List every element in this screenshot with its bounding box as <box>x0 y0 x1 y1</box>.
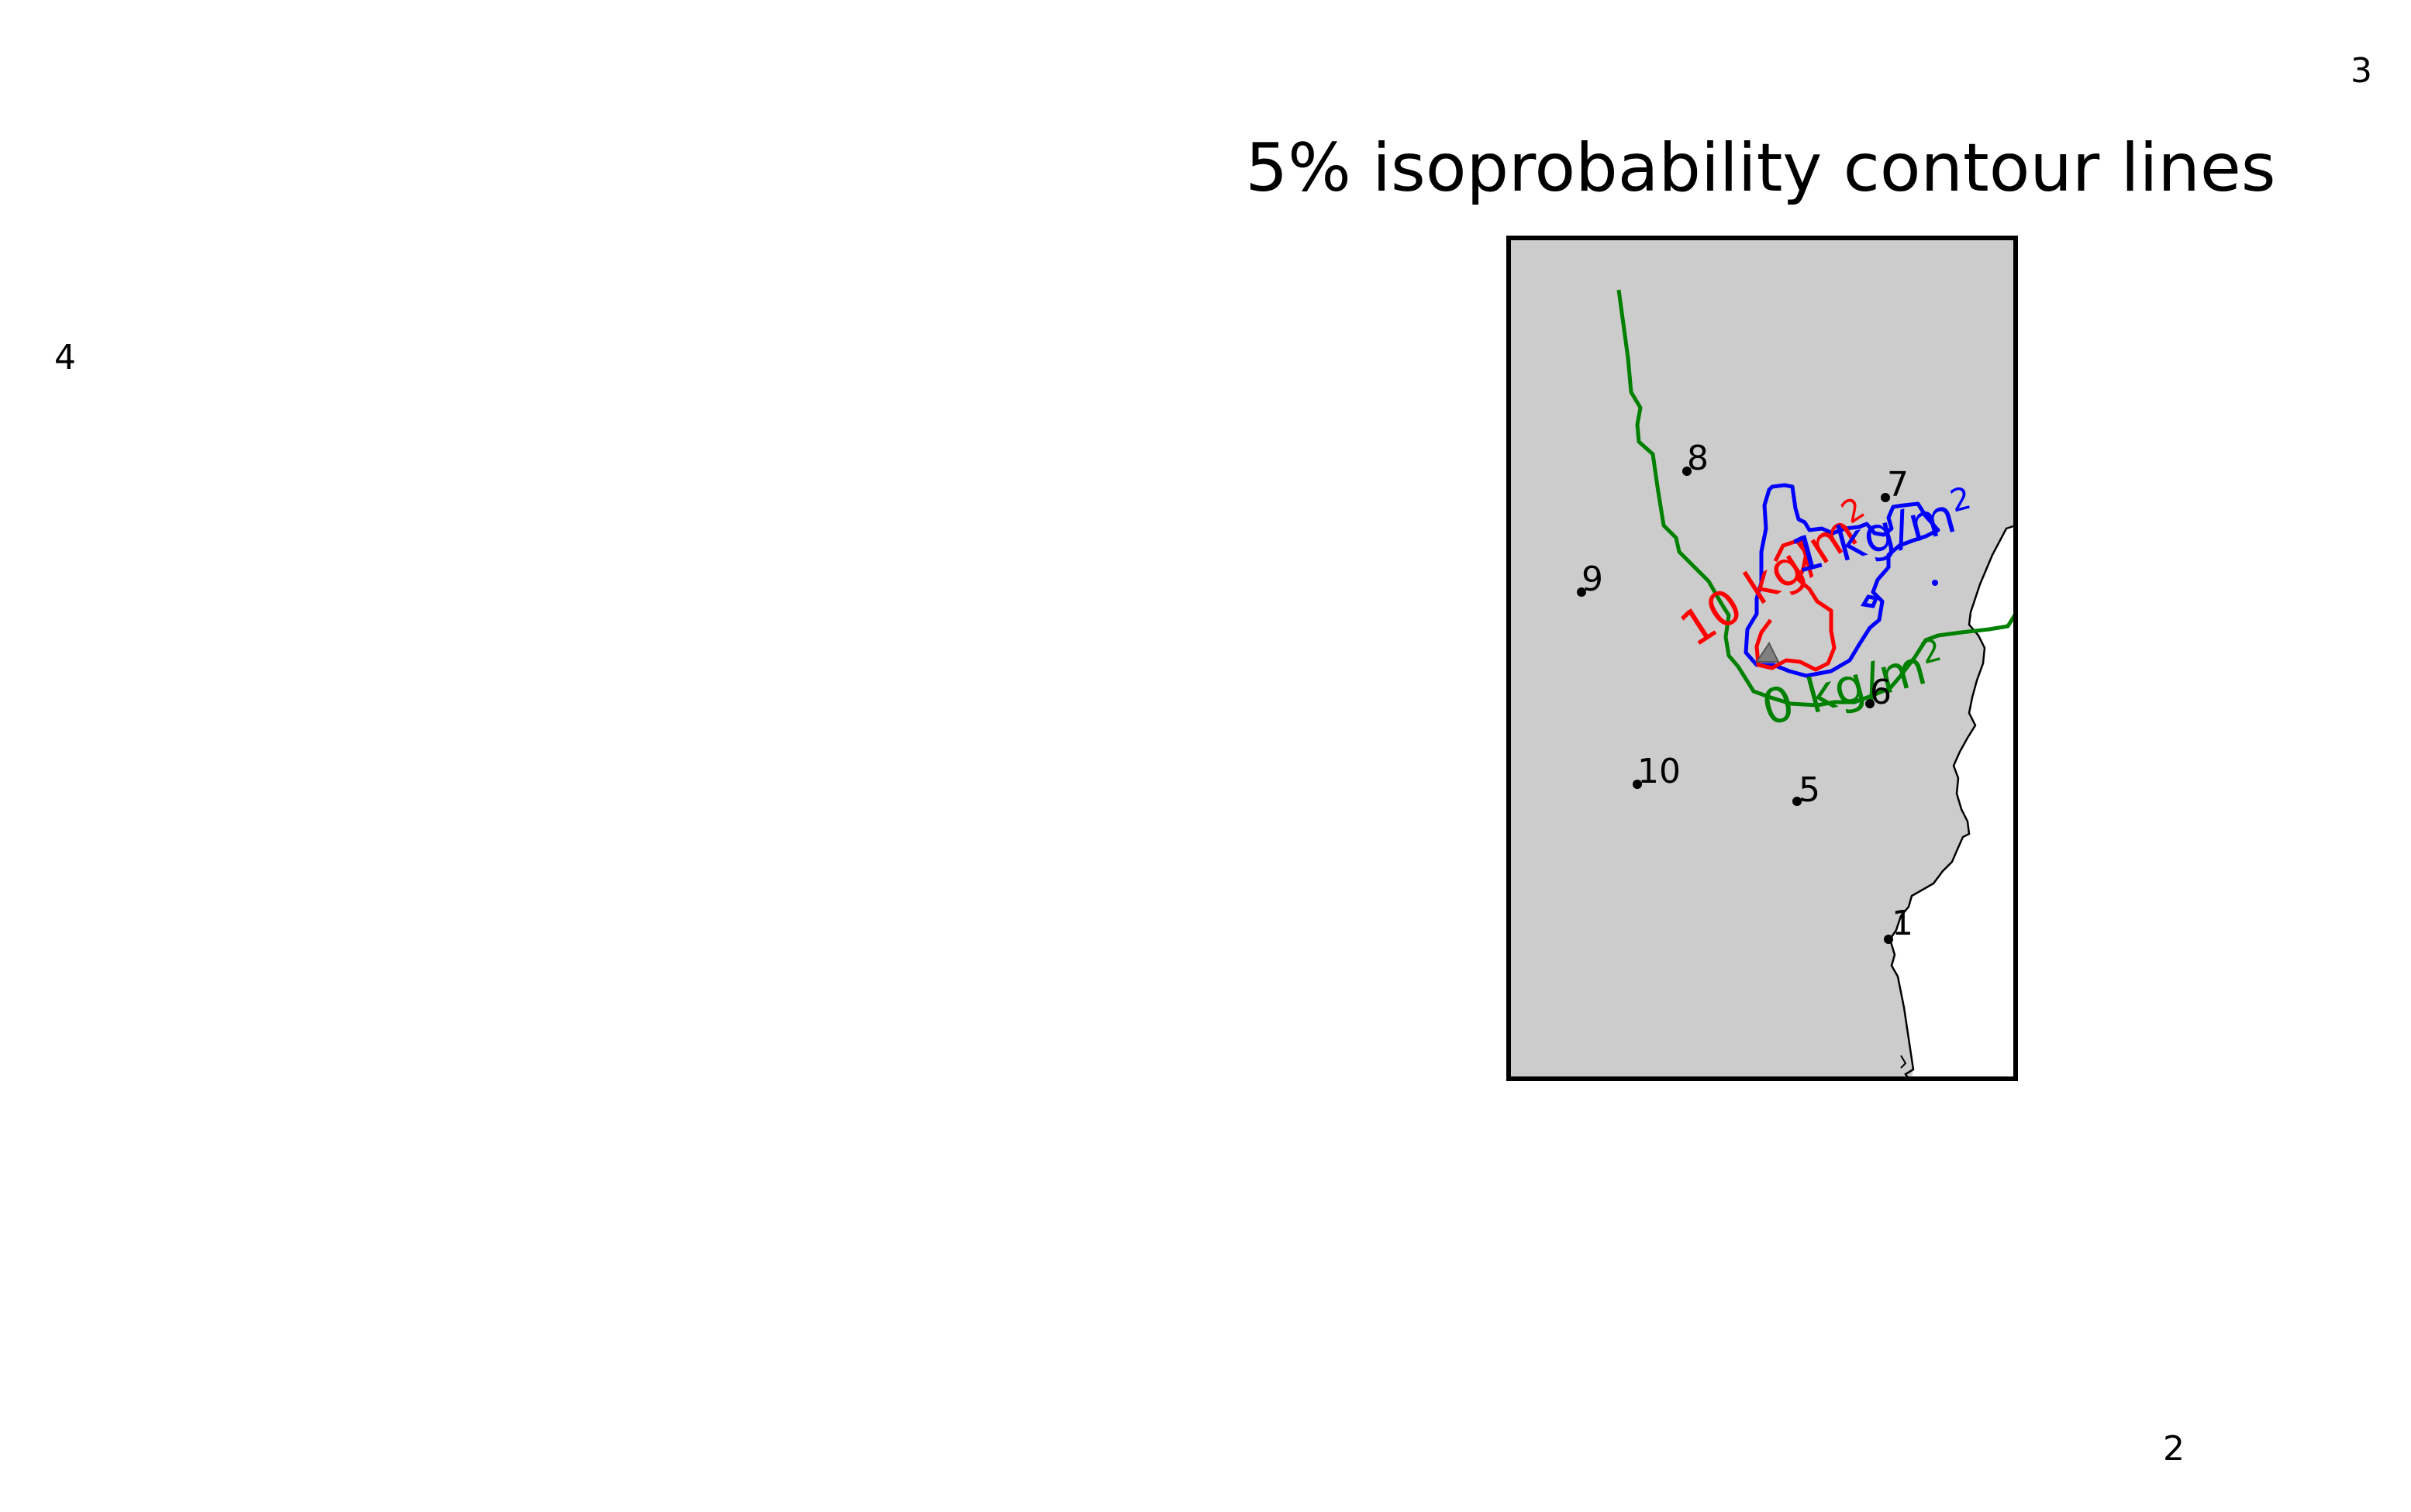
contour-0-line <box>1616 289 2018 708</box>
station-10: 10 <box>1633 752 1681 791</box>
station-5-label: 5 <box>1799 770 1820 810</box>
station-6: 6 <box>1865 673 1892 712</box>
station-3-label: 3 <box>2351 51 2372 91</box>
triangle-icon <box>1755 642 1780 663</box>
station-9-label: 9 <box>1581 560 1603 599</box>
contour-10-line <box>1754 539 1837 672</box>
contour-1-dot <box>1932 580 1938 586</box>
station-1: 1 <box>1884 904 1913 944</box>
station-1-label: 1 <box>1892 904 1913 943</box>
station-8-label: 8 <box>1687 439 1709 478</box>
station-8: 8 <box>1682 439 1709 478</box>
station-2-label: 2 <box>2163 1429 2185 1469</box>
station-4-label: 4 <box>54 338 76 377</box>
coastline <box>1888 524 2016 1080</box>
station-7: 7 <box>1881 465 1909 505</box>
station-6-label: 6 <box>1870 673 1892 712</box>
map-panel: 10 kg/m2 1 kg/m2 0 kg/m2 1 5 6 7 8 9 <box>1506 236 2018 1081</box>
contour-1-island <box>1860 594 1879 608</box>
sea-area <box>1890 525 2016 1079</box>
station-5: 5 <box>1792 770 1820 810</box>
station-9: 9 <box>1577 560 1603 599</box>
station-10-label: 10 <box>1637 752 1681 791</box>
coast-islet <box>1900 1055 1907 1069</box>
map-title: 5% isoprobability contour lines <box>1245 129 2275 207</box>
contour-1-line <box>1744 483 1940 678</box>
map-frame <box>1506 236 2018 1081</box>
station-7-label: 7 <box>1887 465 1909 505</box>
